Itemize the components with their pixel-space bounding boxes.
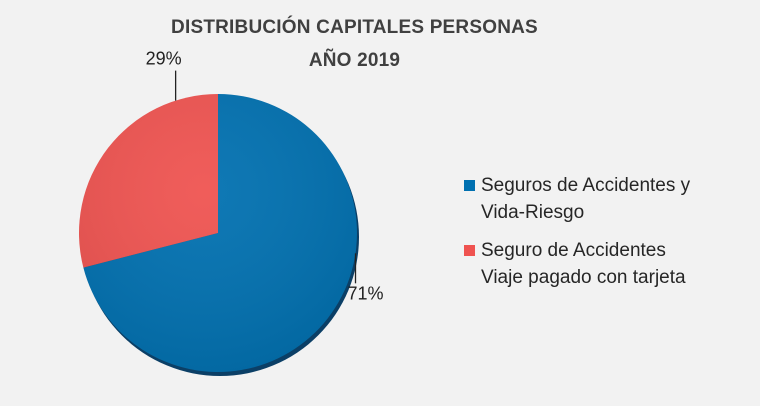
legend-swatch [464, 180, 475, 191]
legend-swatch [464, 245, 475, 256]
legend-label: Seguro de Accidentes Viaje pagado con ta… [481, 240, 686, 288]
legend: Seguros de Accidentes y Vida-Riesgo Segu… [464, 172, 754, 302]
chart-subtitle: AÑO 2019 [308, 50, 401, 71]
data-label-1: 29% [146, 49, 182, 69]
pie-shading [79, 94, 357, 372]
legend-label: Seguros de Accidentes y Vida-Riesgo [481, 175, 691, 223]
legend-item-accidentes-vida: Seguros de Accidentes y Vida-Riesgo [464, 172, 754, 226]
legend-item-accidentes-viaje: Seguro de Accidentes Viaje pagado con ta… [464, 237, 754, 291]
data-label-0: 71% [348, 283, 384, 303]
chart-title: DISTRIBUCIÓN CAPITALES PERSONAS [171, 17, 538, 38]
